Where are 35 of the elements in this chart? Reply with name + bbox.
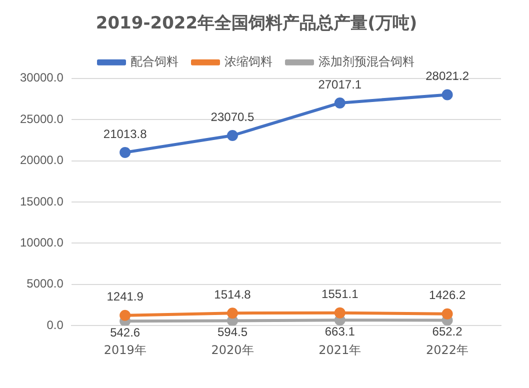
legend-label: 添加剂预混合饲料: [318, 54, 414, 69]
point: [120, 146, 131, 158]
data-label: 27017.1: [318, 77, 362, 92]
legend-label: 浓缩饲料: [224, 54, 272, 69]
point: [120, 310, 131, 321]
point: [442, 89, 453, 100]
y-tick-label: 25000.0: [20, 112, 64, 126]
data-label: 1514.8: [214, 287, 252, 302]
data-label: 652.2: [432, 324, 463, 339]
point: [334, 97, 346, 108]
data-label: 21013.8: [103, 126, 148, 141]
x-tick-label: 2021年: [318, 342, 362, 357]
x-tick-label: 2022年: [426, 342, 469, 357]
data-label: 1426.2: [428, 288, 466, 302]
y-tick-label: 20000.0: [20, 153, 64, 168]
data-label: 1241.9: [106, 290, 144, 304]
y-tick-label: 0.0: [46, 318, 64, 332]
point: [334, 307, 346, 318]
chart-title: 2019-2022年全国饲料产品总产量(万吨): [96, 14, 418, 34]
data-label: 1551.1: [322, 287, 359, 302]
data-label: 23070.5: [210, 110, 254, 124]
data-label: 594.5: [217, 325, 248, 340]
x-tick-label: 2019年: [104, 342, 146, 357]
data-label: 542.6: [110, 325, 140, 340]
y-tick-label: 30000.0: [20, 70, 64, 85]
point: [226, 130, 238, 141]
x-tick-label: 2020年: [211, 342, 254, 357]
data-label: 28021.2: [426, 69, 470, 84]
data-label: 663.1: [324, 324, 356, 338]
y-tick-label: 15000.0: [20, 194, 64, 208]
point: [442, 308, 453, 320]
y-tick-label: 10000.0: [20, 236, 64, 250]
legend-label: 配合饲料: [130, 54, 178, 69]
point: [226, 308, 238, 319]
y-tick-label: 5000.0: [26, 276, 64, 291]
